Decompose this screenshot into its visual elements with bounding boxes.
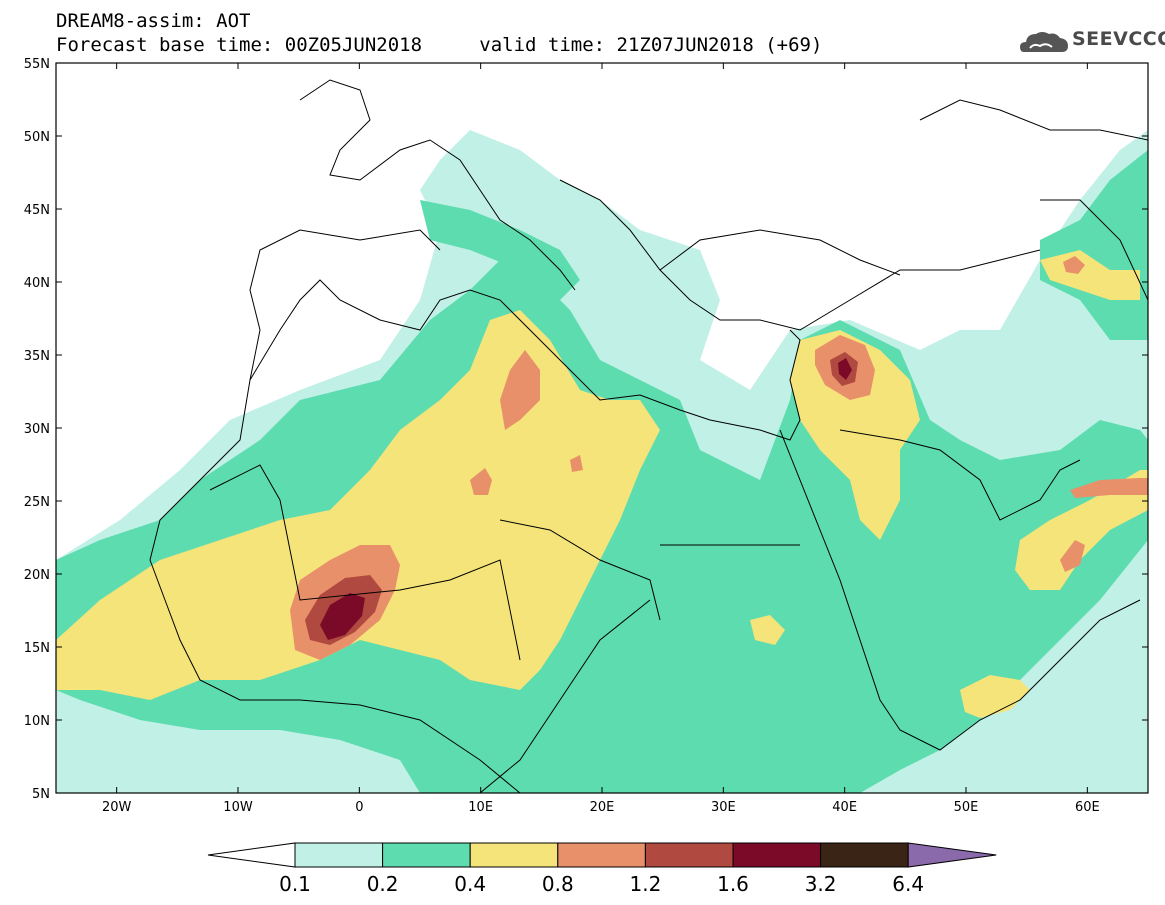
chart-title: DREAM8-assim: AOT [56, 10, 251, 32]
coastlines [149, 79, 1148, 793]
lat-axis: 55N 50N 45N 40N 35N 30N 25N 20N 15N 10N 5N [24, 57, 1148, 802]
cloud-icon [1020, 32, 1068, 52]
colorbar-label: 0.4 [454, 872, 486, 896]
colorbar-label: 1.2 [629, 872, 661, 896]
lon-tick-label: 20W [102, 800, 132, 815]
lon-tick-label: 40E [832, 800, 857, 815]
aot-contour-f04 [420, 200, 580, 300]
colorbar-low-extend [207, 842, 296, 868]
colorbar-label: 3.2 [805, 872, 837, 896]
lon-tick-label: 10E [468, 800, 493, 815]
colorbar-segment [644, 842, 734, 868]
aot-contour-f12 [1070, 478, 1148, 498]
lat-tick-label: 20N [24, 568, 50, 583]
aot-contour-f08 [790, 330, 920, 540]
lat-tick-label: 50N [24, 130, 50, 145]
colorbar-label: 0.8 [542, 872, 574, 896]
colorbar-label: 1.6 [717, 872, 749, 896]
lat-tick-label: 5N [32, 787, 50, 802]
lon-tick-label: 30E [711, 800, 736, 815]
aot-contour-f08 [750, 615, 785, 645]
lat-tick-label: 45N [24, 203, 50, 218]
aot-contour-f08 [960, 675, 1030, 718]
aot-contour-f12 [500, 350, 540, 430]
aot-contour-f32 [838, 358, 852, 380]
logo-text: SEEVCCC [1072, 28, 1165, 50]
colorbar-label: 6.4 [892, 872, 924, 896]
colorbar-segment [732, 842, 822, 868]
colorbar-label: 0.1 [279, 872, 311, 896]
colorbar-segment [469, 842, 559, 868]
aot-contour-f12 [470, 468, 492, 495]
lon-tick-label: 50E [954, 800, 979, 815]
lon-tick-label: 60E [1075, 800, 1100, 815]
colorbar-high-extend [907, 842, 997, 868]
chart-subtitle: Forecast base time: 00Z05JUN2018 valid t… [56, 34, 822, 56]
aot-contour-f12 [570, 455, 583, 472]
lat-tick-label: 10N [24, 714, 50, 729]
lat-tick-label: 40N [24, 276, 50, 291]
lat-tick-label: 15N [24, 641, 50, 656]
lon-tick-label: 10W [223, 800, 253, 815]
colorbar-segment [820, 842, 909, 868]
base-time: Forecast base time: 00Z05JUN2018 [56, 34, 423, 56]
aot-contour-f12 [1060, 540, 1085, 572]
colorbar-segment [557, 842, 646, 868]
colorbar-segment [382, 842, 471, 868]
lon-tick-label: 20E [590, 800, 615, 815]
aot-contour-f12 [1063, 256, 1085, 274]
aot-contour-f32 [320, 593, 365, 640]
lon-axis: 20W 10W 0 10E 20E 30E 40E 50E 60E [102, 63, 1100, 815]
colorbar-label: 0.2 [367, 872, 399, 896]
lat-tick-label: 25N [24, 495, 50, 510]
valid-time: valid time: 21Z07JUN2018 (+69) [479, 34, 823, 56]
aot-contour-f08 [1015, 470, 1148, 590]
lat-tick-label: 30N [24, 422, 50, 437]
lon-tick-label: 0 [355, 800, 363, 815]
colorbar-segment [294, 842, 384, 868]
lat-tick-label: 35N [24, 349, 50, 364]
lat-tick-label: 55N [24, 57, 50, 72]
